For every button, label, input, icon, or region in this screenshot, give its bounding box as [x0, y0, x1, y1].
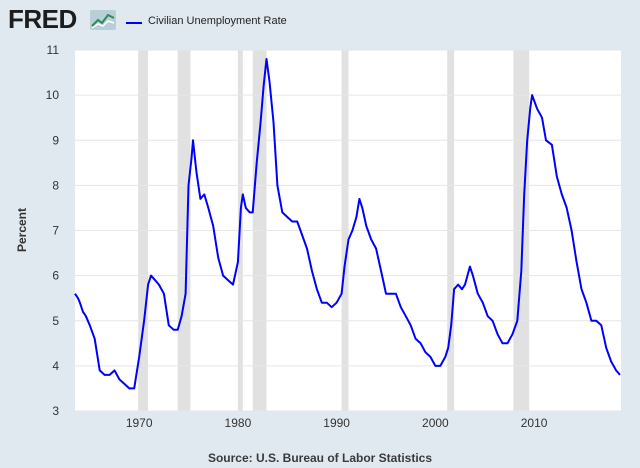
y-tick-label: 10	[46, 88, 60, 102]
x-tick-label: 2010	[521, 416, 548, 430]
chart-header: FRED Civilian Unemployment Rate	[8, 4, 628, 34]
y-tick-label: 11	[47, 43, 60, 57]
x-tick-label: 1980	[225, 416, 252, 430]
x-tick-label: 1990	[323, 416, 350, 430]
fred-logo[interactable]: FRED	[8, 4, 77, 34]
x-axis-ticks: 1970 1980 1990 2000 2010	[126, 416, 548, 430]
series-line-0	[74, 58, 621, 390]
chart-graph-icon	[90, 10, 116, 30]
y-tick-label: 5	[52, 314, 59, 328]
y-tick-label: 4	[52, 359, 59, 373]
data-series	[74, 58, 621, 390]
y-tick-label: 6	[52, 269, 59, 283]
x-tick-label: 1970	[126, 416, 153, 430]
y-tick-label: 9	[52, 133, 59, 147]
legend-label: Civilian Unemployment Rate	[148, 15, 287, 27]
gridlines	[75, 49, 621, 412]
legend-swatch	[126, 22, 142, 24]
x-tick-label: 2000	[422, 416, 449, 430]
y-axis-ticks: 3 4 5 6 7 8 9 10 11	[46, 43, 60, 418]
source-note: Source: U.S. Bureau of Labor Statistics	[207, 451, 433, 465]
y-axis-label: Percent	[15, 208, 29, 252]
y-tick-label: 3	[52, 404, 59, 418]
y-tick-label: 7	[52, 224, 59, 238]
y-tick-label: 8	[52, 178, 59, 192]
